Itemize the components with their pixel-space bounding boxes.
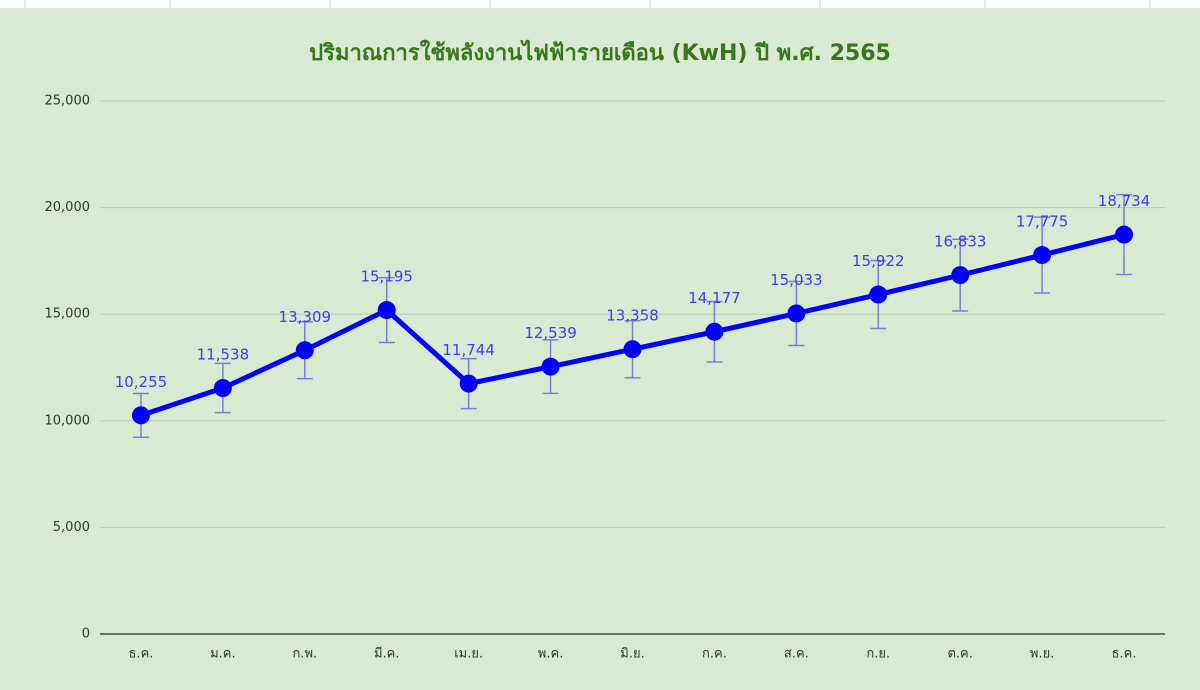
y-tick-label: 0 <box>82 627 90 642</box>
x-tick-label: ก.ค. <box>702 647 727 662</box>
data-label: 15,922 <box>852 252 905 270</box>
x-tick-label: เม.ย. <box>454 647 483 662</box>
data-label: 16,833 <box>934 233 987 251</box>
sheet-gridlines <box>24 0 1151 8</box>
y-tick-label: 25,000 <box>45 94 91 109</box>
point-marker <box>1115 225 1134 244</box>
x-tick-label: ต.ค. <box>947 647 972 662</box>
point-marker <box>213 379 232 398</box>
point-marker <box>705 322 724 341</box>
y-tick-label: 15,000 <box>45 307 91 322</box>
data-label: 13,358 <box>606 307 659 325</box>
x-tick-label: ก.ย. <box>866 647 890 662</box>
data-label: 11,538 <box>197 346 250 364</box>
point-marker <box>541 357 560 376</box>
point-marker <box>131 406 150 425</box>
x-tick-label: ก.พ. <box>292 647 317 662</box>
chart-title: ปริมาณการใช้พลังงานไฟฟ้ารายเดือน (KwH) ป… <box>309 39 891 66</box>
point-marker <box>787 304 806 323</box>
y-tick-label: 10,000 <box>45 413 91 428</box>
x-tick-label: พ.ค. <box>538 647 564 662</box>
y-tick-label: 5,000 <box>53 520 90 535</box>
x-tick-label: ธ.ค. <box>1112 647 1137 662</box>
x-tick-label: ส.ค. <box>784 647 809 662</box>
data-label: 18,734 <box>1098 192 1151 210</box>
y-tick-label: 20,000 <box>45 200 91 215</box>
x-tick-label: มิ.ย. <box>620 647 644 662</box>
point-marker <box>377 301 396 320</box>
point-marker <box>295 341 314 360</box>
data-label: 13,309 <box>279 308 332 326</box>
data-label: 15,033 <box>770 271 823 289</box>
x-tick-label: มี.ค. <box>374 646 400 662</box>
sheet-strip <box>0 0 1200 8</box>
x-tick-label: ม.ค. <box>210 647 236 662</box>
point-marker <box>869 285 888 304</box>
point-marker <box>1033 246 1052 265</box>
data-label: 15,195 <box>360 268 413 286</box>
data-label: 17,775 <box>1016 213 1069 231</box>
data-label: 11,744 <box>442 341 495 359</box>
data-label: 14,177 <box>688 289 741 307</box>
point-marker <box>459 374 478 393</box>
x-tick-label: พ.ย. <box>1030 647 1054 662</box>
point-marker <box>623 340 642 359</box>
point-marker <box>951 266 970 285</box>
data-label: 10,255 <box>115 373 168 391</box>
data-label: 12,539 <box>524 324 577 342</box>
x-tick-label: ธ.ค. <box>129 647 154 662</box>
